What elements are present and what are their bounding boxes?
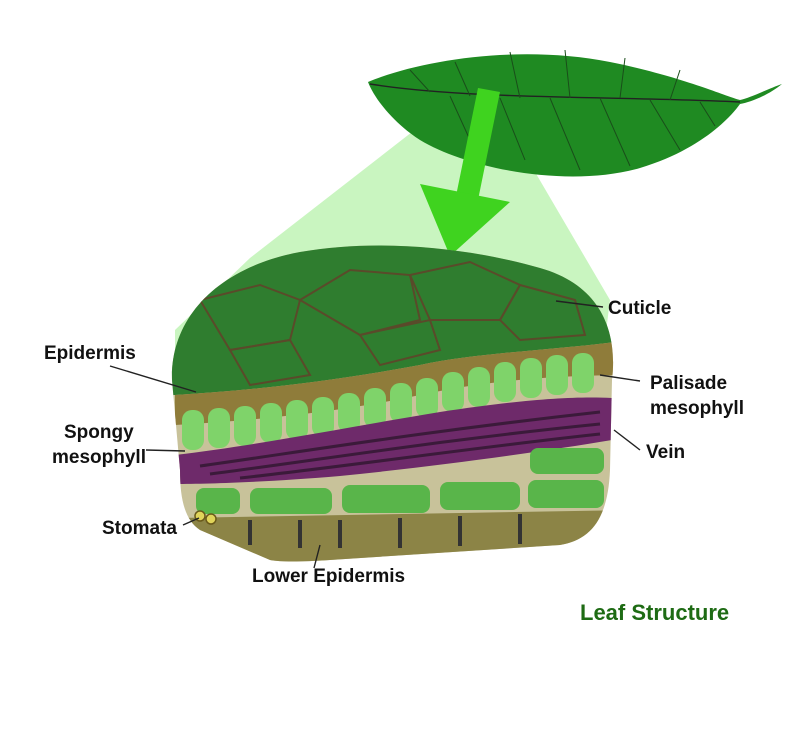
palisade-cell xyxy=(312,397,334,437)
spongy-cell xyxy=(528,480,604,508)
epidermis-label: Epidermis xyxy=(44,343,136,364)
guard-cell xyxy=(205,513,217,525)
lower-epidermis-walls xyxy=(248,514,522,548)
palisade-label-line1: Palisade xyxy=(650,373,727,394)
spongy-cell xyxy=(530,448,604,474)
leaf-midrib xyxy=(369,83,741,103)
spongy-cell xyxy=(196,488,240,514)
epidermis-leader xyxy=(109,365,197,393)
palisade-cell xyxy=(442,372,464,412)
vein-label: Vein xyxy=(646,442,685,463)
vein-leader xyxy=(613,429,641,451)
zoom-arrow xyxy=(420,88,510,256)
palisade-cell xyxy=(208,408,230,448)
palisade-cell xyxy=(338,393,360,433)
cross-section-block xyxy=(171,245,614,562)
palisade-cell xyxy=(182,410,204,450)
stomata-guard-cells xyxy=(194,510,217,525)
stomata-leader xyxy=(182,517,200,526)
palisade-cell xyxy=(416,378,438,418)
palisade-cell xyxy=(494,362,516,402)
spongy-cell xyxy=(342,485,430,513)
palisade-cell xyxy=(546,355,568,395)
palisade-leader xyxy=(599,374,641,382)
spongy-mesophyll-layer xyxy=(196,448,604,514)
palisade-cell xyxy=(364,388,386,428)
cuticle-surface xyxy=(171,245,614,395)
spongy-label-line1: Spongy xyxy=(64,422,134,443)
spongy-cell xyxy=(250,488,332,514)
palisade-cell xyxy=(234,406,256,446)
palisade-cell xyxy=(260,403,282,443)
spongy-label-line2: mesophyll xyxy=(52,447,146,468)
cuticle-label: Cuticle xyxy=(608,298,671,319)
cuticle-cell-outlines xyxy=(198,260,587,387)
lower-epidermis-band xyxy=(175,510,614,562)
arrow-head xyxy=(420,184,510,256)
vein-strands xyxy=(199,410,601,480)
spongy-cell xyxy=(440,482,520,510)
palisade-cell xyxy=(468,367,490,407)
palisade-cell xyxy=(572,353,594,393)
vein-band xyxy=(175,397,612,484)
cuticle-leader xyxy=(555,300,604,308)
diagram-title: Leaf Structure xyxy=(580,600,729,625)
leaf-veins xyxy=(409,49,716,171)
palisade-cell xyxy=(390,383,412,423)
stomata-label: Stomata xyxy=(102,518,177,539)
palisade-label-line2: mesophyll xyxy=(650,398,744,419)
palisade-mesophyll-layer xyxy=(182,353,594,450)
lower-epidermis-leader xyxy=(313,544,321,569)
arrow-shaft xyxy=(456,88,500,200)
palisade-cell xyxy=(520,358,542,398)
lower-epidermis-label: Lower Epidermis xyxy=(252,566,405,587)
palisade-cell xyxy=(286,400,308,440)
spongy-leader xyxy=(145,449,186,452)
